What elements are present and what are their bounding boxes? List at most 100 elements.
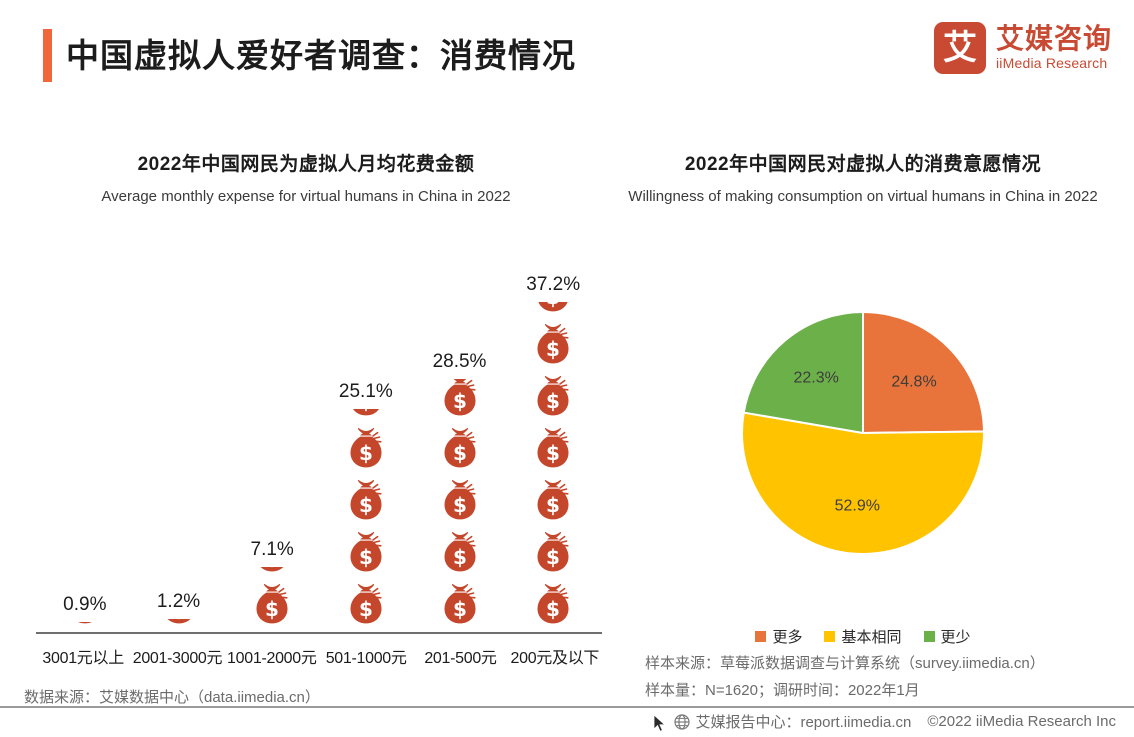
svg-text:$: $	[359, 409, 373, 413]
sample-size-note: 样本量：N=1620；调研时间：2022年1月	[645, 682, 920, 699]
logo-text: 艾媒咨询 iiMedia Research	[996, 24, 1112, 72]
right-chart-header: 2022年中国网民对虚拟人的消费意愿情况 Willingness of maki…	[592, 150, 1134, 210]
x-axis-label: 200元及以下	[510, 650, 600, 667]
bar-pictogram-stack: $ $ $ $ $ $ $	[527, 302, 579, 630]
svg-text:$: $	[453, 389, 467, 413]
x-axis-label: 501-1000元	[325, 650, 407, 667]
x-axis-label: 201-500元	[424, 650, 497, 667]
money-bag-icon: $	[352, 409, 379, 416]
svg-text:$: $	[172, 619, 186, 621]
bar-value-label: 25.1%	[338, 381, 393, 402]
svg-text:$: $	[359, 493, 373, 517]
legend-swatch-icon	[923, 631, 935, 642]
bar-value-label: 0.9%	[63, 594, 107, 615]
bar-chart-plot: 0.9%$1.2%$7.1%$$25.1%$$$$$28.5%$$$$$37.2…	[38, 270, 600, 630]
bar-column: 25.1% $ $ $ $ $	[319, 270, 413, 630]
money-bag-icon: $	[538, 302, 568, 312]
svg-text:$: $	[359, 441, 373, 465]
money-bag-icon: $	[537, 324, 569, 364]
legend-item[interactable]: 更多	[755, 626, 802, 647]
bar-column: 7.1%$$	[225, 270, 319, 630]
money-bag-icon: $	[444, 532, 476, 572]
bar-chart: 0.9%$1.2%$7.1%$$25.1%$$$$$28.5%$$$$$37.2…	[20, 270, 602, 685]
legend-item[interactable]: 更少	[923, 626, 971, 647]
right-chart-title: 2022年中国网民对虚拟人的消费意愿情况	[684, 154, 1042, 175]
page-header: 中国虚拟人爱好者调查：消费情况 艾 艾媒咨询 iiMedia Research	[0, 0, 1134, 110]
bar-pictogram-stack: $	[59, 622, 111, 630]
legend-label: 更少	[940, 629, 971, 646]
svg-text:$: $	[546, 597, 560, 621]
svg-text:$: $	[546, 441, 560, 465]
svg-text:$: $	[546, 545, 560, 569]
pie-slice[interactable]	[741, 411, 985, 556]
money-bag-icon: $	[537, 376, 569, 416]
money-bag-icon: $	[256, 584, 288, 624]
bar-column: 28.5% $ $ $ $ $	[413, 270, 507, 630]
money-bag-icon: $	[444, 428, 476, 468]
report-center-link[interactable]: 艾媒报告中心：report.iimedia.cn	[674, 711, 911, 732]
money-bag-icon: $	[537, 480, 569, 520]
bar-column: 1.2% $	[132, 270, 226, 630]
brand-logo: 艾 艾媒咨询 iiMedia Research	[933, 22, 1112, 74]
logo-mark-icon: 艾	[933, 22, 986, 74]
pie-slice-label: 52.9%	[835, 497, 880, 514]
money-bag-icon: $	[350, 480, 382, 520]
svg-text:$: $	[546, 493, 560, 517]
bar-value-label: 1.2%	[156, 591, 201, 612]
bar-value-label: 37.2%	[526, 274, 581, 295]
x-axis-label: 1001-2000元	[227, 650, 317, 667]
pie-slice[interactable]	[742, 310, 864, 435]
svg-text:$: $	[546, 389, 560, 413]
bar-column: 37.2% $ $ $ $ $ $ $	[506, 270, 600, 630]
page-footer: 艾媒报告中心：report.iimedia.cn ©2022 iiMedia R…	[0, 708, 1134, 737]
svg-text:$: $	[546, 337, 560, 361]
pie-chart-svg: 24.8% 52.9% 22.3%	[741, 310, 986, 556]
pie-chart: 24.8% 52.9% 22.3%	[740, 310, 986, 556]
footer-divider	[0, 706, 1134, 708]
money-bag-icon: $	[537, 584, 569, 624]
legend-swatch-icon	[824, 631, 836, 642]
money-bag-icon: $	[350, 532, 382, 572]
right-chart-subtitle: Willingness of making consumption on vir…	[628, 188, 1098, 205]
money-bag-icon: $	[537, 428, 569, 468]
money-bag-icon: $	[350, 584, 382, 624]
page-title: 中国虚拟人爱好者调查：消费情况	[66, 37, 576, 74]
pie-slice-label: 22.3%	[794, 369, 839, 386]
report-center-label: 艾媒报告中心：report.iimedia.cn	[695, 714, 912, 731]
money-bag-icon: $	[78, 622, 92, 624]
footer-content: 艾媒报告中心：report.iimedia.cn ©2022 iiMedia R…	[674, 711, 1116, 732]
legend-label: 更多	[772, 629, 803, 646]
x-axis-label: 3001元以上	[42, 650, 124, 667]
svg-text:$: $	[453, 545, 467, 569]
bar-pictogram-stack: $ $ $ $ $	[340, 409, 392, 630]
svg-text:$: $	[453, 441, 467, 465]
svg-text:$: $	[453, 597, 467, 621]
left-chart-source: 数据来源：艾媒数据中心（data.iimedia.cn）	[24, 689, 320, 706]
svg-text:$: $	[453, 493, 467, 517]
sample-source-note: 样本来源：草莓派数据调查与计算系统（survey.iimedia.cn）	[645, 655, 1045, 672]
legend-item[interactable]: 基本相同	[824, 626, 902, 647]
left-chart-header: 2022年中国网民为虚拟人月均花费金额 Average monthly expe…	[20, 150, 592, 210]
title-accent-bar	[43, 29, 52, 82]
globe-icon	[674, 713, 691, 730]
bar-column: 0.9% $	[38, 270, 132, 630]
logo-name-en: iiMedia Research	[995, 55, 1108, 71]
money-bag-icon: $	[444, 379, 476, 416]
bar-pictogram-stack: $ $ $ $ $	[434, 379, 486, 630]
money-bag-icon: $	[260, 567, 284, 572]
pie-slice-label: 24.8%	[891, 373, 936, 390]
legend-label: 基本相同	[841, 629, 902, 646]
bar-pictogram-stack: $	[153, 619, 205, 630]
x-axis-line	[36, 632, 602, 634]
money-bag-icon: $	[350, 428, 382, 468]
svg-text:$: $	[265, 567, 279, 569]
left-chart-subtitle: Average monthly expense for virtual huma…	[101, 188, 511, 205]
bar-pictogram-stack: $$	[246, 567, 298, 630]
mouse-cursor-icon	[654, 715, 666, 732]
logo-name-cn: 艾媒咨询	[995, 23, 1112, 54]
pie-slice[interactable]	[862, 310, 986, 435]
left-chart-title: 2022年中国网民为虚拟人月均花费金额	[137, 154, 475, 175]
svg-text:$: $	[265, 597, 279, 621]
money-bag-icon: $	[444, 480, 476, 520]
